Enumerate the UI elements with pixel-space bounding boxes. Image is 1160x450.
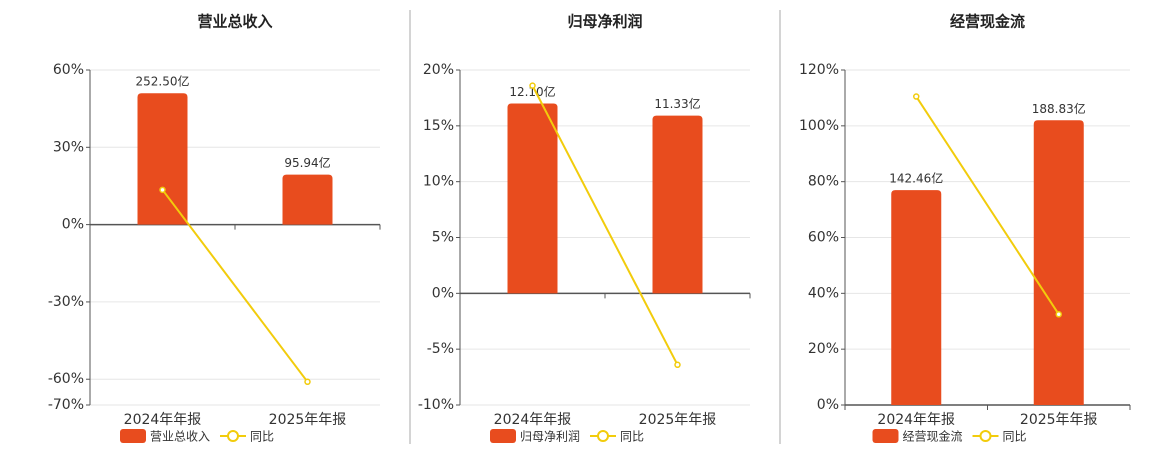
bar	[1033, 120, 1084, 405]
x-tick-label: 2025年年报	[269, 412, 347, 428]
value-label: 188.83亿	[1032, 101, 1086, 116]
x-tick-label: 2024年年报	[124, 412, 202, 428]
value-label: 11.33亿	[654, 96, 700, 111]
x-tick-label: 2025年年报	[639, 412, 717, 428]
legend-label: 同比	[1003, 430, 1027, 444]
y-tick-label: -30%	[48, 294, 84, 310]
line	[161, 189, 309, 383]
line-point	[913, 93, 920, 100]
bar	[137, 93, 188, 225]
bar	[282, 174, 333, 225]
value-label: 95.94亿	[284, 155, 330, 170]
y-tick-label: -5%	[427, 341, 454, 357]
chart-title: 经营现金流	[950, 13, 1025, 31]
y-tick-label: 5%	[432, 230, 454, 246]
chart-title: 营业总收入	[197, 13, 272, 31]
y-tick-label: 0%	[817, 397, 839, 413]
y-tick-label: 0%	[432, 285, 454, 301]
legend-swatch	[490, 429, 516, 443]
y-tick-label: -10%	[418, 397, 454, 413]
x-tick-label: 2024年年报	[877, 412, 955, 428]
line-point	[159, 186, 166, 194]
bar	[652, 115, 703, 294]
legend-swatch	[120, 429, 146, 443]
line	[531, 85, 679, 366]
y-tick-label: -70%	[48, 397, 84, 413]
y-tick-label: 80%	[808, 174, 839, 190]
chart-title: 归母净利润	[567, 13, 642, 31]
line-point	[674, 361, 681, 369]
legend-label: 同比	[620, 430, 644, 444]
y-tick-label: 40%	[808, 285, 839, 301]
legend-label: 经营现金流	[903, 429, 963, 444]
y-tick-label: 60%	[53, 62, 84, 78]
line	[915, 95, 1060, 315]
y-tick-label: 20%	[423, 62, 454, 78]
line-point	[1055, 311, 1062, 318]
line-point	[529, 82, 536, 89]
legend-label: 营业总收入	[150, 430, 210, 444]
x-tick-label: 2024年年报	[494, 412, 572, 428]
bar	[507, 103, 558, 294]
legend-swatch	[872, 429, 899, 443]
value-label: 12.10亿	[509, 84, 555, 99]
y-tick-label: 10%	[423, 174, 454, 190]
y-tick-label: 15%	[423, 118, 454, 134]
y-tick-label: 0%	[62, 217, 84, 233]
y-tick-label: 60%	[808, 230, 839, 246]
legend-marker	[979, 430, 992, 442]
y-tick-label: 120%	[799, 62, 839, 78]
bar	[891, 190, 942, 405]
x-tick-label: 2025年年报	[1020, 412, 1098, 428]
y-tick-label: 100%	[799, 118, 839, 134]
legend-label: 归母净利润	[520, 430, 580, 444]
line-point	[304, 378, 311, 386]
y-tick-label: -60%	[48, 371, 84, 387]
legend-marker	[227, 430, 239, 442]
legend-marker	[597, 430, 609, 442]
y-tick-label: 30%	[53, 139, 84, 155]
value-label: 142.46亿	[889, 171, 943, 186]
y-tick-label: 20%	[808, 341, 839, 357]
value-label: 252.50亿	[136, 74, 190, 89]
legend-label: 同比	[250, 430, 274, 444]
